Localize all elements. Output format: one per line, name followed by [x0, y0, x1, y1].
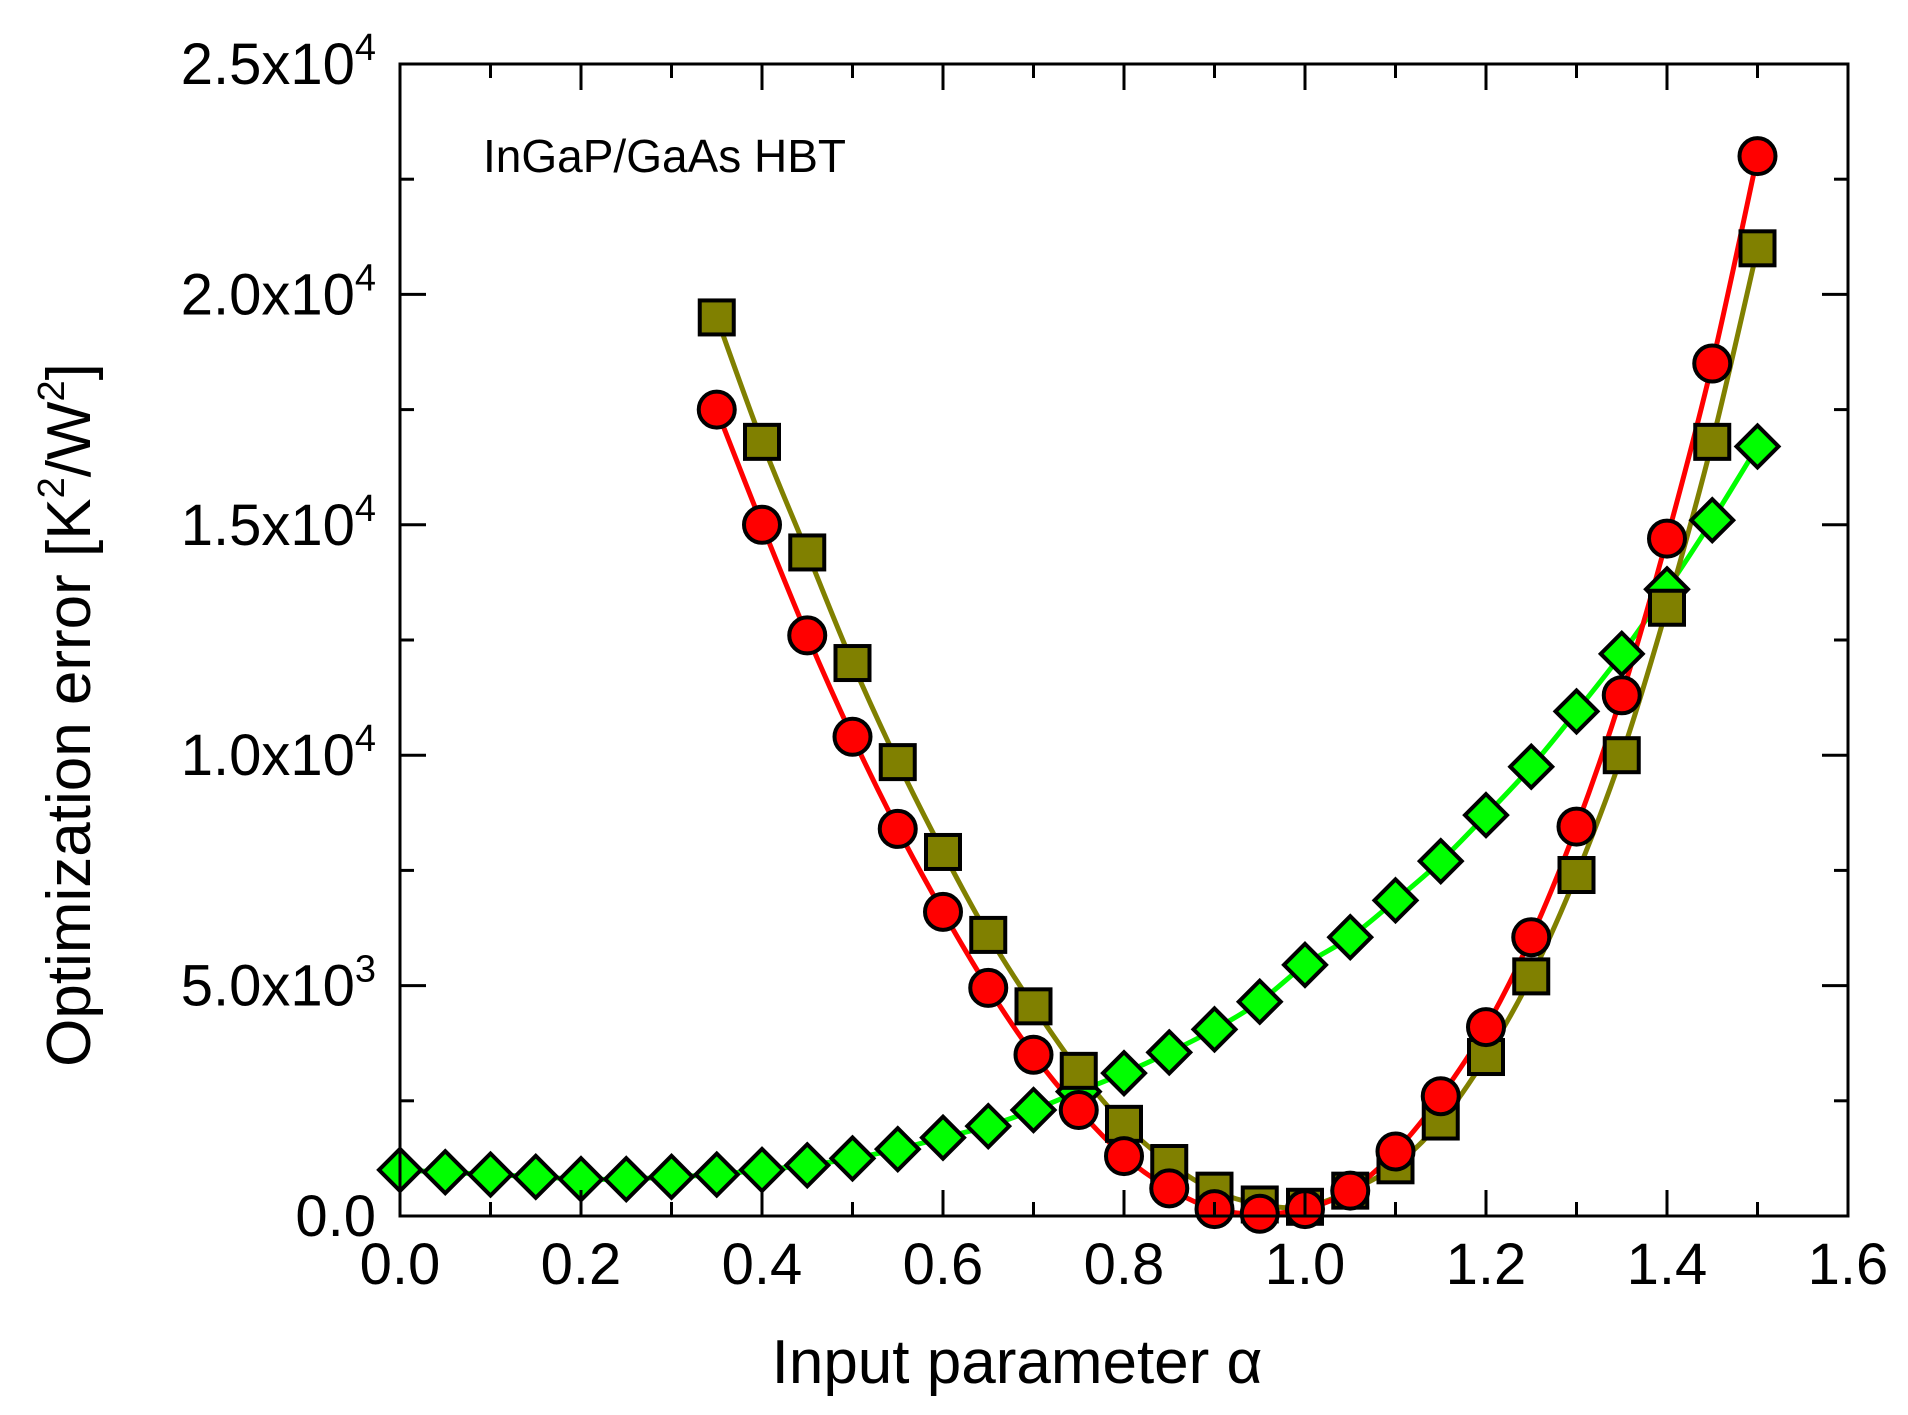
- data-point-square: [788, 533, 827, 572]
- data-point-square: [1512, 957, 1551, 996]
- data-point-diamond: [1507, 742, 1556, 791]
- data-point-diamond: [1733, 422, 1782, 471]
- series-line-circle: [714, 155, 1760, 1217]
- data-point-circle: [1737, 136, 1778, 177]
- data-point-diamond: [1462, 791, 1510, 839]
- data-point-diamond: [1416, 837, 1465, 886]
- series-line-square: [714, 247, 1760, 1211]
- data-point-diamond: [828, 1134, 877, 1183]
- data-point-circle: [1239, 1193, 1280, 1234]
- x-tick-label: 1.2: [1446, 1232, 1527, 1297]
- data-point-diamond: [1100, 1049, 1148, 1097]
- data-point-diamond: [511, 1153, 560, 1201]
- data-point-circle: [923, 891, 963, 932]
- y-axis-label-sup1: 2: [31, 477, 73, 498]
- data-point-circle: [696, 389, 737, 430]
- y-tick-label: 2.0x104: [181, 257, 376, 327]
- x-tick-label: 0.4: [722, 1232, 803, 1297]
- y-axis-label-prefix: Optimization error [K: [35, 498, 104, 1067]
- x-tick-label: 0.6: [903, 1232, 984, 1297]
- data-point-square: [969, 915, 1008, 954]
- data-point-circle: [1420, 1076, 1461, 1117]
- data-point-square: [1648, 588, 1686, 627]
- data-point-diamond: [1326, 913, 1375, 962]
- data-point-square: [1105, 1104, 1143, 1143]
- data-point-diamond: [738, 1146, 786, 1194]
- data-point-square: [697, 298, 736, 337]
- data-point-square: [1014, 987, 1053, 1026]
- axis-tick-labels: 0.0 0.2 0.4 0.6 0.8 1.0 1.2 1.4 1.6 0.0 5.0x103 1.0…: [181, 27, 1889, 1297]
- data-point-square: [833, 644, 872, 683]
- data-point-square: [1059, 1051, 1098, 1090]
- y-axis-label-sup2: 2: [31, 380, 73, 401]
- y-tick-label: 5.0x103: [181, 949, 376, 1019]
- data-point-diamond: [783, 1141, 832, 1190]
- data-point-circle: [1149, 1168, 1190, 1209]
- x-axis-label: Input parameter α: [772, 1328, 1263, 1397]
- data-point-circle: [1330, 1170, 1371, 1211]
- data-point-circle: [787, 615, 828, 656]
- data-point-diamond: [873, 1125, 922, 1174]
- data-point-circle: [742, 504, 782, 545]
- data-point-diamond: [1009, 1086, 1058, 1134]
- y-axis-label-mid: /W: [35, 401, 104, 477]
- y-tick-label: 1.5x104: [181, 488, 376, 558]
- data-point-diamond: [964, 1102, 1013, 1150]
- data-point-square: [743, 422, 781, 461]
- x-tick-label: 0.8: [1084, 1232, 1165, 1297]
- data-point-diamond: [602, 1155, 651, 1203]
- data-point-circle: [1466, 1007, 1506, 1048]
- data-point-diamond: [647, 1153, 696, 1201]
- data-point-square: [1738, 229, 1777, 268]
- data-point-circle: [1013, 1034, 1054, 1075]
- data-point-diamond: [692, 1150, 741, 1199]
- data-point-square: [924, 832, 962, 871]
- y-tick-label: 1.0x104: [181, 718, 376, 788]
- data-point-diamond: [1145, 1028, 1194, 1077]
- x-tick-label: 0.0: [360, 1232, 441, 1297]
- data-point-circle: [877, 808, 918, 849]
- data-point-diamond: [1597, 629, 1646, 678]
- y-axis-label-suffix: ]: [35, 363, 104, 380]
- x-tick-label: 1.0: [1265, 1232, 1346, 1297]
- data-point-diamond: [1235, 977, 1284, 1026]
- data-point-square: [1602, 736, 1641, 775]
- axis-ticks: [398, 62, 1850, 1218]
- data-point-diamond: [421, 1148, 470, 1197]
- data-point-circle: [968, 967, 1009, 1008]
- data-point-square: [1693, 422, 1732, 461]
- data-point-square: [878, 743, 917, 782]
- series-markers: [376, 136, 1782, 1234]
- x-tick-label: 0.2: [541, 1232, 622, 1297]
- data-point-circle: [1556, 806, 1597, 847]
- data-point-square: [1557, 856, 1596, 895]
- data-point-diamond: [466, 1150, 515, 1199]
- y-tick-label: 0.0: [295, 1184, 376, 1249]
- data-point-circle: [832, 716, 873, 757]
- data-point-circle: [1601, 675, 1642, 716]
- data-point-circle: [1375, 1131, 1416, 1172]
- x-tick-label: 1.6: [1808, 1232, 1889, 1297]
- chart-annotation: InGaP/GaAs HBT: [483, 130, 846, 182]
- data-point-circle: [1647, 518, 1687, 559]
- data-point-diamond: [1688, 496, 1737, 545]
- y-axis-label: Optimization error [K2/W2]: [31, 363, 104, 1067]
- data-point-circle: [1511, 917, 1552, 958]
- data-point-diamond: [1552, 687, 1601, 736]
- data-point-diamond: [1190, 1005, 1239, 1054]
- data-point-circle: [1692, 343, 1733, 384]
- data-point-diamond: [1281, 941, 1329, 989]
- data-point-diamond: [1371, 876, 1420, 925]
- data-point-diamond: [919, 1113, 967, 1162]
- data-point-circle: [1058, 1090, 1099, 1131]
- y-tick-label: 2.5x104: [181, 27, 376, 97]
- x-tick-label: 1.4: [1627, 1232, 1708, 1297]
- data-point-circle: [1104, 1136, 1144, 1177]
